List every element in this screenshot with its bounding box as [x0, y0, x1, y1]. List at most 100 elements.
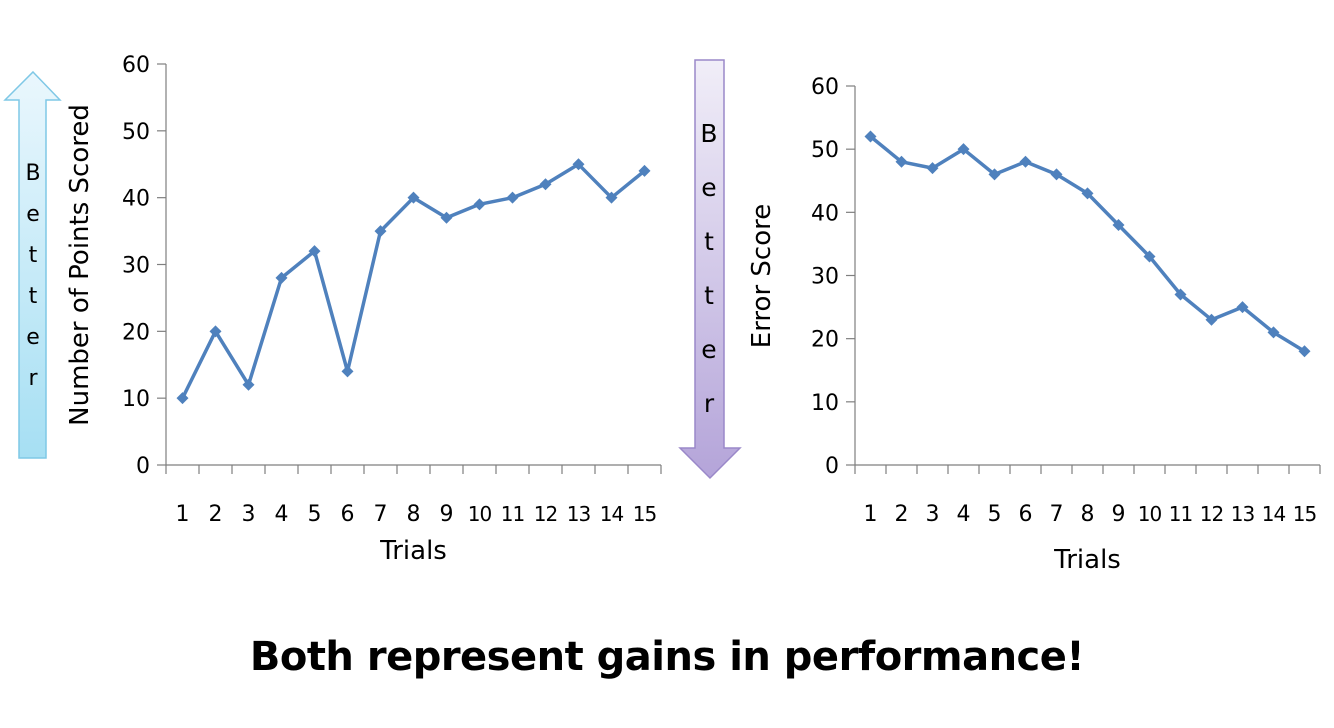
y-tick-label: 50: [122, 120, 150, 145]
x-tick-label: 6: [1019, 502, 1033, 527]
x-tick-label: 11: [1169, 502, 1192, 526]
y-tick-label: 20: [811, 328, 839, 353]
y-tick-label: 30: [122, 254, 150, 279]
x-tick-label: 5: [308, 502, 322, 527]
x-tick-label: 14: [1262, 502, 1286, 526]
x-tick-label: 1: [864, 502, 878, 527]
data-point-marker: [1050, 168, 1063, 181]
data-point-marker: [605, 191, 618, 204]
down-arrow-icon: [678, 59, 742, 480]
data-point-marker: [341, 365, 354, 378]
data-point-marker: [242, 378, 255, 391]
data-point-marker: [473, 198, 486, 211]
y-tick-label: 0: [136, 454, 150, 479]
y-tick-label: 10: [122, 387, 150, 412]
arrow-letter: B: [700, 119, 717, 148]
x-tick-label: 12: [1200, 502, 1223, 526]
x-tick-label: 11: [501, 502, 524, 526]
arrow-letter: r: [704, 389, 715, 418]
data-point-marker: [440, 211, 453, 224]
y-tick-label: 40: [122, 187, 150, 212]
x-tick-label: 3: [926, 502, 940, 527]
data-point-marker: [638, 164, 651, 177]
y-tick-label: 10: [811, 391, 839, 416]
x-tick-label: 6: [341, 502, 355, 527]
data-point-marker: [275, 271, 288, 284]
data-point-marker: [926, 162, 939, 175]
data-point-marker: [1112, 218, 1125, 231]
data-point-marker: [1019, 155, 1032, 168]
data-point-marker: [1298, 345, 1311, 358]
x-axis-title: Trials: [379, 536, 447, 566]
x-tick-label: 12: [534, 502, 557, 526]
data-point-marker: [374, 225, 387, 238]
x-tick-label: 10: [1138, 502, 1162, 526]
x-tick-label: 10: [468, 502, 492, 526]
x-tick-label: 14: [600, 502, 624, 526]
arrow-letter: B: [25, 161, 40, 186]
arrow-letter: e: [26, 325, 40, 350]
x-tick-label: 4: [957, 502, 971, 527]
x-tick-label: 1: [176, 502, 190, 527]
arrow-letter: e: [26, 202, 40, 227]
x-axis-title: Trials: [1053, 545, 1121, 575]
x-tick-label: 13: [567, 502, 591, 526]
data-point-marker: [988, 168, 1001, 181]
arrow-letter: t: [704, 281, 714, 310]
x-tick-label: 7: [374, 502, 388, 527]
data-point-marker: [539, 178, 552, 191]
x-tick-label: 5: [988, 502, 1002, 527]
up-arrow-icon: [3, 70, 62, 459]
arrow-letter: t: [29, 284, 38, 309]
data-point-marker: [308, 245, 321, 258]
data-point-marker: [572, 158, 585, 171]
x-tick-label: 9: [440, 502, 454, 527]
x-tick-label: 7: [1050, 502, 1064, 527]
data-point-marker: [895, 155, 908, 168]
y-tick-label: 60: [122, 53, 150, 78]
x-tick-label: 2: [895, 502, 909, 527]
arrow-letter: e: [701, 173, 716, 202]
arrow-letter: t: [704, 227, 714, 256]
arrow-letter: t: [29, 243, 38, 268]
y-tick-label: 0: [825, 454, 839, 479]
x-tick-label: 13: [1231, 502, 1255, 526]
y-tick-label: 50: [811, 138, 839, 163]
data-point-marker: [506, 191, 519, 204]
data-point-marker: [864, 130, 877, 143]
y-axis-title: Error Score: [747, 204, 777, 348]
data-point-marker: [957, 143, 970, 156]
x-tick-label: 15: [633, 502, 656, 526]
y-tick-label: 60: [811, 75, 839, 100]
y-tick-label: 30: [811, 265, 839, 290]
data-point-marker: [176, 392, 189, 405]
y-axis-title: Number of Points Scored: [65, 104, 95, 426]
data-point-marker: [1174, 288, 1187, 301]
x-tick-label: 8: [1081, 502, 1095, 527]
x-tick-label: 3: [242, 502, 256, 527]
x-tick-label: 2: [209, 502, 223, 527]
data-point-marker: [1143, 250, 1156, 263]
data-point-marker: [407, 191, 420, 204]
x-tick-label: 8: [407, 502, 421, 527]
data-point-marker: [1267, 326, 1280, 339]
data-point-marker: [1081, 187, 1094, 200]
slide-caption: Both represent gains in performance!: [249, 634, 1085, 680]
y-tick-label: 20: [122, 320, 150, 345]
x-tick-label: 15: [1293, 502, 1316, 526]
data-point-marker: [1236, 301, 1249, 314]
x-tick-label: 9: [1112, 502, 1126, 527]
y-tick-label: 40: [811, 201, 839, 226]
x-tick-label: 4: [275, 502, 289, 527]
arrow-letter: e: [701, 335, 716, 364]
arrow-letter: r: [28, 366, 38, 391]
data-point-marker: [1205, 313, 1218, 326]
data-point-marker: [209, 325, 222, 338]
